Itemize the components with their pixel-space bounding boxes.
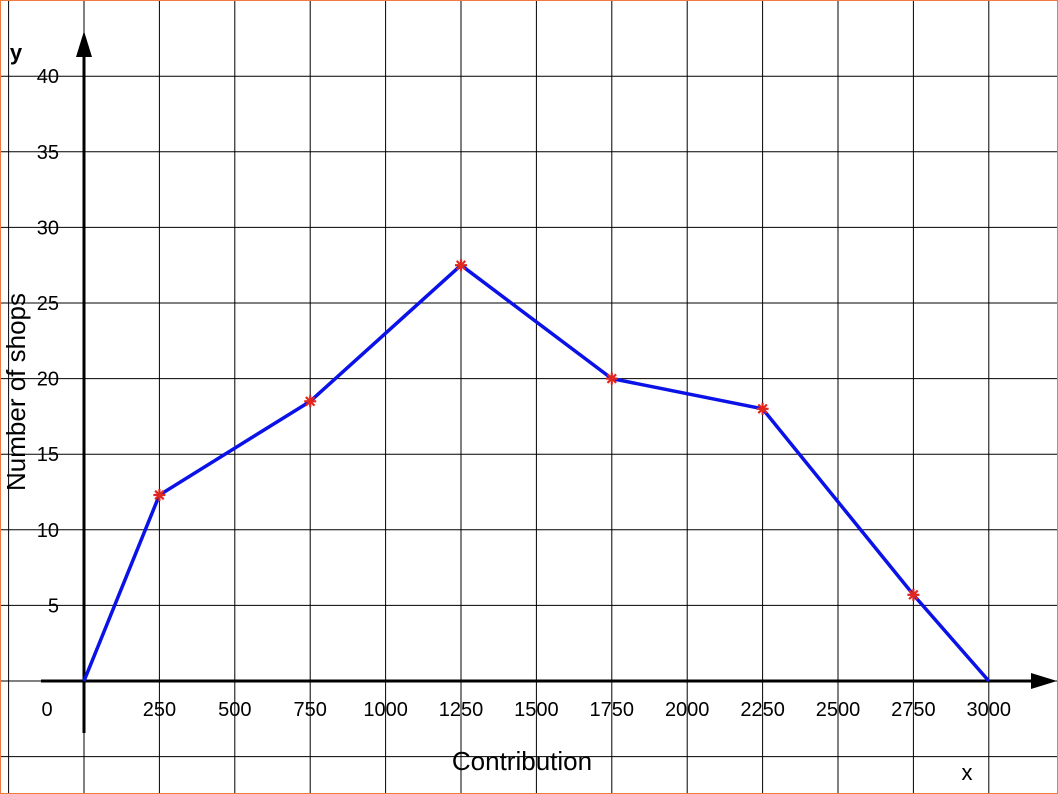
x-tick-label: 3000: [967, 699, 1012, 721]
y-axis-title: Number of shops: [1, 293, 31, 491]
y-tick-label: 20: [37, 369, 59, 391]
x-tick-label: 1000: [363, 699, 408, 721]
tick-labels: 250 500 750 1000 1250 1500 1750 2000 2250 2500 275…: [37, 66, 1011, 721]
y-tick-label: 35: [37, 142, 59, 164]
series-layer: [82, 259, 991, 683]
marker-stroke: [455, 260, 467, 271]
x-axis-letter: x: [962, 760, 973, 785]
data-point-marker: [455, 259, 467, 272]
y-tick-label: 10: [37, 520, 59, 542]
x-tick-label: 1500: [514, 699, 559, 721]
data-point-marker: [304, 395, 317, 408]
x-tick-label: 500: [218, 699, 251, 721]
axis-labels: 0 Contribution Number of shops x y: [1, 40, 973, 785]
x-axis-title: Contribution: [452, 746, 592, 776]
y-tick-label: 5: [48, 595, 59, 617]
data-point-marker: [605, 372, 618, 385]
marker-stroke: [305, 396, 316, 407]
x-tick-label: 2500: [816, 699, 861, 721]
x-tick-label: 2250: [740, 699, 785, 721]
data-point-marker: [756, 402, 769, 415]
y-tick-label: 25: [37, 293, 59, 315]
y-axis-arrowhead: [76, 31, 92, 57]
origin-label: 0: [41, 699, 52, 721]
y-tick-label: 30: [37, 217, 59, 239]
y-tick-label: 40: [37, 66, 59, 88]
x-tick-label: 250: [143, 699, 176, 721]
x-tick-label: 1250: [439, 699, 484, 721]
marker-stroke: [757, 403, 768, 414]
data-point-marker: [153, 489, 166, 501]
x-tick-label: 2750: [891, 699, 936, 721]
marker-stroke: [908, 589, 919, 600]
marker-stroke: [154, 489, 165, 501]
y-axis-letter: y: [10, 40, 23, 65]
marker-stroke: [606, 373, 617, 384]
x-tick-label: 1750: [590, 699, 635, 721]
series-line: [82, 262, 991, 683]
x-tick-label: 2000: [665, 699, 710, 721]
data-point-marker: [907, 588, 920, 601]
axes: [41, 31, 1057, 733]
x-axis-arrowhead: [1031, 673, 1057, 689]
x-tick-label: 750: [294, 699, 327, 721]
y-tick-label: 15: [37, 444, 59, 466]
